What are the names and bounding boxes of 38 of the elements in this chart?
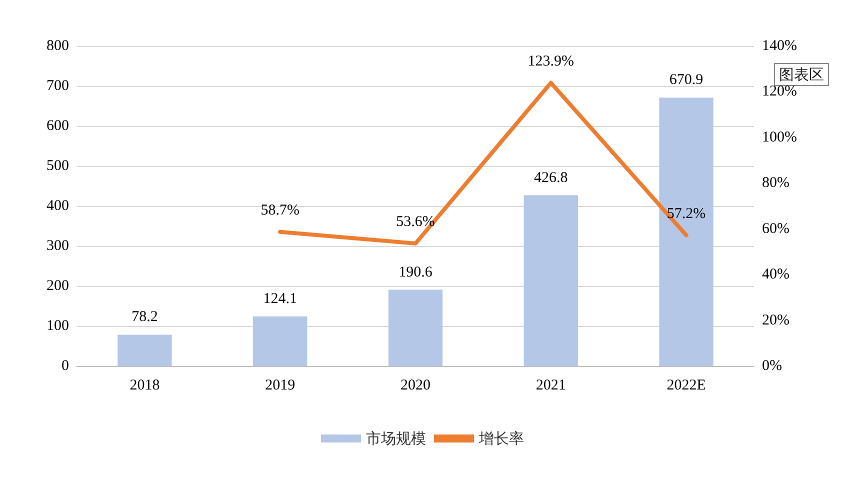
bar — [118, 334, 172, 366]
data-label: 670.9 — [669, 72, 704, 88]
y2-tick-label: 140% — [762, 38, 797, 54]
bar — [524, 195, 578, 366]
y2-tick-label: 100% — [762, 129, 797, 146]
y-tick-label: 700 — [46, 78, 69, 94]
y2-tick-label: 0% — [762, 358, 782, 374]
y-tick-label: 0 — [62, 358, 69, 374]
x-tick-label: 2019 — [265, 378, 296, 394]
y2-tick-label: 60% — [762, 220, 790, 237]
data-label: 58.7% — [260, 202, 300, 218]
x-tick-label: 2018 — [130, 378, 160, 394]
legend-label: 市场规模 — [366, 430, 426, 448]
data-label: 123.9% — [528, 53, 574, 70]
bar — [388, 290, 443, 366]
y2-tick-label: 80% — [762, 175, 790, 192]
data-label: 78.2 — [132, 309, 158, 326]
y-tick-label: 500 — [46, 158, 69, 174]
y-tick-label: 600 — [46, 118, 69, 134]
x-tick-label: 2020 — [400, 378, 430, 394]
data-label: 57.2% — [666, 206, 706, 222]
y2-tick-label: 120% — [762, 84, 797, 100]
y2-tick-label: 40% — [762, 266, 790, 283]
x-tick-label: 2022E — [666, 378, 706, 394]
y-tick-label: 800 — [46, 38, 69, 54]
y-tick-label: 400 — [46, 198, 69, 214]
data-label: 124.1 — [263, 290, 297, 307]
y-tick-label: 200 — [46, 278, 69, 294]
x-tick-label: 2021 — [536, 378, 566, 394]
bar — [253, 316, 308, 366]
y2-tick-label: 20% — [762, 312, 790, 328]
bar — [659, 98, 714, 366]
text: 图表区 — [779, 66, 824, 84]
legend-label: 增长率 — [478, 430, 524, 448]
y-tick-label: 100 — [46, 318, 69, 334]
data-label: 426.8 — [534, 170, 568, 186]
data-label: 190.6 — [398, 264, 433, 280]
y-tick-label: 300 — [46, 238, 69, 254]
